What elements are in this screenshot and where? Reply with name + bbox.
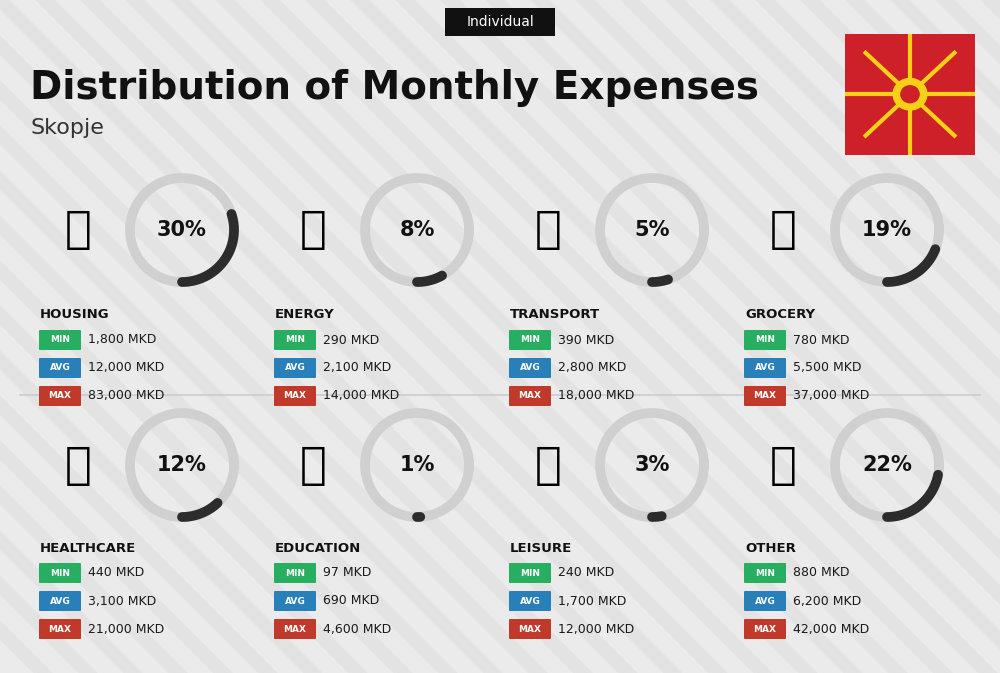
Text: MIN: MIN	[50, 569, 70, 577]
FancyBboxPatch shape	[509, 386, 551, 406]
FancyBboxPatch shape	[274, 358, 316, 378]
Text: 6,200 MKD: 6,200 MKD	[793, 594, 861, 608]
FancyBboxPatch shape	[39, 358, 81, 378]
Text: 37,000 MKD: 37,000 MKD	[793, 390, 869, 402]
Text: 🔌: 🔌	[300, 209, 326, 252]
Text: 21,000 MKD: 21,000 MKD	[88, 623, 164, 635]
Text: EDUCATION: EDUCATION	[275, 542, 361, 555]
Text: 22%: 22%	[862, 455, 912, 475]
FancyBboxPatch shape	[39, 563, 81, 583]
Text: MAX: MAX	[48, 625, 72, 633]
Text: 1,800 MKD: 1,800 MKD	[88, 334, 156, 347]
Text: 12%: 12%	[157, 455, 207, 475]
Text: MIN: MIN	[520, 336, 540, 345]
Text: 690 MKD: 690 MKD	[323, 594, 379, 608]
Text: TRANSPORT: TRANSPORT	[510, 308, 600, 322]
FancyBboxPatch shape	[39, 386, 81, 406]
Text: 2,100 MKD: 2,100 MKD	[323, 361, 391, 374]
Text: GROCERY: GROCERY	[745, 308, 815, 322]
Text: 42,000 MKD: 42,000 MKD	[793, 623, 869, 635]
Text: OTHER: OTHER	[745, 542, 796, 555]
Text: 19%: 19%	[862, 220, 912, 240]
FancyBboxPatch shape	[744, 563, 786, 583]
Text: MIN: MIN	[285, 569, 305, 577]
FancyBboxPatch shape	[445, 8, 555, 36]
Text: AVG: AVG	[285, 596, 305, 606]
FancyBboxPatch shape	[744, 386, 786, 406]
Text: 30%: 30%	[157, 220, 207, 240]
Text: AVG: AVG	[50, 363, 70, 372]
Text: MAX: MAX	[754, 392, 776, 400]
Circle shape	[901, 85, 919, 103]
Text: 💰: 💰	[770, 444, 796, 487]
FancyBboxPatch shape	[744, 358, 786, 378]
Text: MIN: MIN	[520, 569, 540, 577]
FancyBboxPatch shape	[274, 619, 316, 639]
FancyBboxPatch shape	[744, 330, 786, 350]
Text: AVG: AVG	[755, 596, 775, 606]
Text: 5%: 5%	[634, 220, 670, 240]
Text: MAX: MAX	[284, 625, 306, 633]
Text: MAX: MAX	[284, 392, 306, 400]
Text: 14,000 MKD: 14,000 MKD	[323, 390, 399, 402]
Text: MIN: MIN	[285, 336, 305, 345]
Text: 3%: 3%	[634, 455, 670, 475]
FancyBboxPatch shape	[39, 619, 81, 639]
FancyBboxPatch shape	[509, 619, 551, 639]
Text: 780 MKD: 780 MKD	[793, 334, 850, 347]
FancyBboxPatch shape	[39, 330, 81, 350]
Text: ENERGY: ENERGY	[275, 308, 335, 322]
Text: MIN: MIN	[755, 336, 775, 345]
Text: 🛍️: 🛍️	[535, 444, 561, 487]
Text: 880 MKD: 880 MKD	[793, 567, 850, 579]
Text: 🛒: 🛒	[770, 209, 796, 252]
Text: AVG: AVG	[520, 596, 540, 606]
Text: MAX: MAX	[518, 392, 542, 400]
Text: MAX: MAX	[754, 625, 776, 633]
FancyBboxPatch shape	[509, 330, 551, 350]
Text: LEISURE: LEISURE	[510, 542, 572, 555]
Text: 🏥: 🏥	[65, 444, 91, 487]
Text: 290 MKD: 290 MKD	[323, 334, 379, 347]
Text: 4,600 MKD: 4,600 MKD	[323, 623, 391, 635]
Text: 1,700 MKD: 1,700 MKD	[558, 594, 626, 608]
FancyBboxPatch shape	[744, 591, 786, 611]
Text: 12,000 MKD: 12,000 MKD	[88, 361, 164, 374]
Text: 3,100 MKD: 3,100 MKD	[88, 594, 156, 608]
Circle shape	[893, 79, 927, 110]
Text: AVG: AVG	[755, 363, 775, 372]
FancyBboxPatch shape	[744, 619, 786, 639]
Text: 97 MKD: 97 MKD	[323, 567, 371, 579]
Text: 1%: 1%	[399, 455, 435, 475]
FancyBboxPatch shape	[274, 591, 316, 611]
FancyBboxPatch shape	[274, 330, 316, 350]
Text: AVG: AVG	[520, 363, 540, 372]
Text: Distribution of Monthly Expenses: Distribution of Monthly Expenses	[30, 69, 759, 107]
Text: AVG: AVG	[50, 596, 70, 606]
Text: 🚌: 🚌	[535, 209, 561, 252]
FancyBboxPatch shape	[509, 563, 551, 583]
Text: 390 MKD: 390 MKD	[558, 334, 614, 347]
Text: 5,500 MKD: 5,500 MKD	[793, 361, 862, 374]
Text: MAX: MAX	[48, 392, 72, 400]
Text: Skopje: Skopje	[30, 118, 104, 138]
FancyBboxPatch shape	[509, 591, 551, 611]
Text: 440 MKD: 440 MKD	[88, 567, 144, 579]
Text: Individual: Individual	[466, 15, 534, 29]
Text: 🏢: 🏢	[65, 209, 91, 252]
FancyBboxPatch shape	[39, 591, 81, 611]
Text: 2,800 MKD: 2,800 MKD	[558, 361, 626, 374]
Text: 12,000 MKD: 12,000 MKD	[558, 623, 634, 635]
Text: 8%: 8%	[399, 220, 435, 240]
FancyBboxPatch shape	[845, 34, 975, 155]
Text: 🎓: 🎓	[300, 444, 326, 487]
Text: 83,000 MKD: 83,000 MKD	[88, 390, 164, 402]
Text: AVG: AVG	[285, 363, 305, 372]
Text: HEALTHCARE: HEALTHCARE	[40, 542, 136, 555]
Text: MAX: MAX	[518, 625, 542, 633]
FancyBboxPatch shape	[274, 386, 316, 406]
Text: MIN: MIN	[50, 336, 70, 345]
FancyBboxPatch shape	[274, 563, 316, 583]
Text: 240 MKD: 240 MKD	[558, 567, 614, 579]
